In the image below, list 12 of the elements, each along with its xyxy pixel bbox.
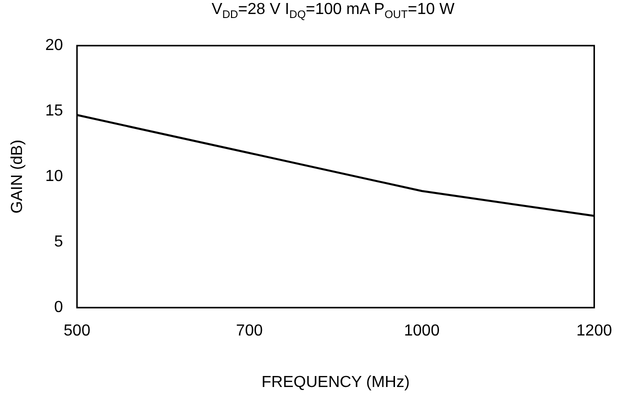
y-axis-title: GAIN (dB) (9, 140, 26, 214)
chart-title: V$_{DD}$=28 V I$_{DQ}$=100 mA P$_{OUT}$=10 W (210, 0, 456, 22)
x-tick-label: 700 (236, 322, 263, 340)
y-tick-label: 20 (45, 37, 64, 54)
y-tick-label: 10 (45, 168, 64, 186)
x-tick-label: 1200 (576, 322, 612, 340)
x-axis-title: FREQUENCY (MHz) (262, 374, 410, 391)
y-tick-label: 5 (54, 234, 64, 251)
y-tick-label: 0 (54, 299, 64, 316)
y-tick-label: 15 (45, 102, 64, 120)
x-tick-label: 500 (64, 322, 90, 340)
x-tick-label: 1000 (404, 322, 440, 340)
